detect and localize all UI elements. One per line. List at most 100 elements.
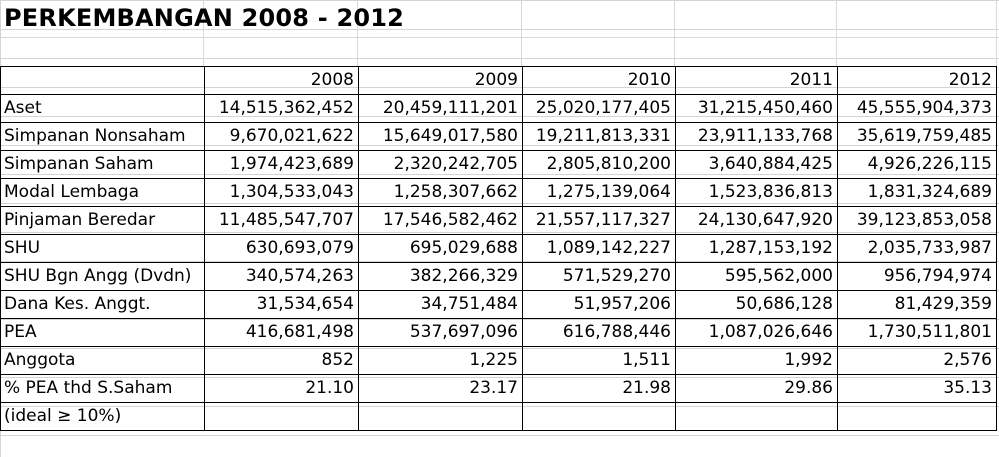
value-cell[interactable]: 51,957,206 (522, 290, 676, 319)
year-header-cell[interactable]: 2010 (522, 66, 676, 95)
value-cell[interactable] (204, 402, 359, 431)
value-cell[interactable]: 39,123,853,058 (837, 206, 997, 235)
row-label-cell[interactable]: Pinjaman Beredar (0, 206, 205, 235)
value-cell[interactable]: 630,693,079 (204, 234, 359, 263)
value-cell[interactable]: 31,215,450,460 (675, 94, 838, 123)
grid-line (521, 0, 522, 66)
row-label-cell[interactable]: SHU Bgn Angg (Dvdn) (0, 262, 205, 291)
grid-line (0, 37, 999, 38)
grid-line (674, 0, 675, 66)
table-row: Simpanan Nonsaham 9,670,021,622 15,649,017… (0, 122, 997, 151)
value-cell[interactable]: 3,640,884,425 (675, 150, 838, 179)
row-label-cell[interactable]: Simpanan Nonsaham (0, 122, 205, 151)
value-cell[interactable]: 1,304,533,043 (204, 178, 359, 207)
value-cell[interactable]: 9,670,021,622 (204, 122, 359, 151)
sheet-title: PERKEMBANGAN 2008 - 2012 (4, 4, 405, 32)
value-cell[interactable]: 1,087,026,646 (675, 318, 838, 347)
year-header-cell[interactable]: 2011 (675, 66, 838, 95)
row-label-cell[interactable]: (ideal ≥ 10%) (0, 402, 205, 431)
table-row: SHU 630,693,079 695,029,688 1,089,142,227 1,… (0, 234, 997, 263)
row-label-cell[interactable]: Simpanan Saham (0, 150, 205, 179)
value-cell[interactable]: 340,574,263 (204, 262, 359, 291)
value-cell[interactable]: 29.86 (675, 374, 838, 403)
table-row: (ideal ≥ 10%) (0, 402, 997, 431)
value-cell[interactable]: 14,515,362,452 (204, 94, 359, 123)
value-cell[interactable]: 1,730,511,801 (837, 318, 997, 347)
row-label-cell[interactable]: Anggota (0, 346, 205, 375)
row-label-cell[interactable]: PEA (0, 318, 205, 347)
value-cell[interactable]: 11,485,547,707 (204, 206, 359, 235)
table-row: Aset 14,515,362,452 20,459,111,201 25,020,1… (0, 94, 997, 123)
value-cell[interactable]: 956,794,974 (837, 262, 997, 291)
value-cell[interactable]: 1,275,139,064 (522, 178, 676, 207)
header-row: 2008 2009 2010 2011 2012 (0, 66, 997, 95)
value-cell[interactable]: 2,805,810,200 (522, 150, 676, 179)
value-cell[interactable]: 1,974,423,689 (204, 150, 359, 179)
value-cell[interactable]: 4,926,226,115 (837, 150, 997, 179)
table-row: Simpanan Saham 1,974,423,689 2,320,242,705… (0, 150, 997, 179)
grid-line (996, 0, 997, 66)
table-row: PEA 416,681,498 537,697,096 616,788,446 1,08… (0, 318, 997, 347)
value-cell[interactable]: 1,523,836,813 (675, 178, 838, 207)
value-cell[interactable]: 21.98 (522, 374, 676, 403)
value-cell[interactable]: 15,649,017,580 (358, 122, 523, 151)
value-cell[interactable]: 35,619,759,485 (837, 122, 997, 151)
value-cell[interactable] (675, 402, 838, 431)
value-cell[interactable]: 1,992 (675, 346, 838, 375)
value-cell[interactable]: 24,130,647,920 (675, 206, 838, 235)
value-cell[interactable]: 416,681,498 (204, 318, 359, 347)
value-cell[interactable]: 19,211,813,331 (522, 122, 676, 151)
value-cell[interactable]: 1,287,153,192 (675, 234, 838, 263)
value-cell[interactable]: 1,831,324,689 (837, 178, 997, 207)
value-cell[interactable]: 1,089,142,227 (522, 234, 676, 263)
table-row: Anggota 852 1,225 1,511 1,992 2,576 (0, 346, 997, 375)
grid-line (203, 0, 204, 66)
header-corner-cell[interactable] (0, 66, 205, 95)
row-label-cell[interactable]: Modal Lembaga (0, 178, 205, 207)
value-cell[interactable]: 50,686,128 (675, 290, 838, 319)
value-cell[interactable]: 382,266,329 (358, 262, 523, 291)
value-cell[interactable]: 45,555,904,373 (837, 94, 997, 123)
value-cell[interactable]: 1,258,307,662 (358, 178, 523, 207)
year-header-cell[interactable]: 2008 (204, 66, 359, 95)
value-cell[interactable]: 2,576 (837, 346, 997, 375)
value-cell[interactable]: 34,751,484 (358, 290, 523, 319)
value-cell[interactable]: 595,562,000 (675, 262, 838, 291)
table-row: Pinjaman Beredar 11,485,547,707 17,546,582… (0, 206, 997, 235)
value-cell[interactable]: 35.13 (837, 374, 997, 403)
grid-line (836, 0, 837, 66)
value-cell[interactable]: 21,557,117,327 (522, 206, 676, 235)
value-cell[interactable]: 2,035,733,987 (837, 234, 997, 263)
value-cell[interactable]: 17,546,582,462 (358, 206, 523, 235)
value-cell[interactable] (837, 402, 997, 431)
value-cell[interactable]: 695,029,688 (358, 234, 523, 263)
year-header-cell[interactable]: 2012 (837, 66, 997, 95)
value-cell[interactable]: 1,225 (358, 346, 523, 375)
row-label-cell[interactable]: Dana Kes. Anggt. (0, 290, 205, 319)
value-cell[interactable]: 31,534,654 (204, 290, 359, 319)
value-cell[interactable]: 571,529,270 (522, 262, 676, 291)
value-cell[interactable]: 20,459,111,201 (358, 94, 523, 123)
data-table: 2008 2009 2010 2011 2012 Aset 14,515,362,452 20… (0, 66, 997, 431)
value-cell[interactable]: 852 (204, 346, 359, 375)
value-cell[interactable]: 2,320,242,705 (358, 150, 523, 179)
value-cell[interactable]: 616,788,446 (522, 318, 676, 347)
value-cell[interactable]: 537,697,096 (358, 318, 523, 347)
table-row: SHU Bgn Angg (Dvdn) 340,574,263 382,266,32… (0, 262, 997, 291)
value-cell[interactable]: 23,911,133,768 (675, 122, 838, 151)
row-label-cell[interactable]: % PEA thd S.Saham (0, 374, 205, 403)
value-cell[interactable]: 21.10 (204, 374, 359, 403)
value-cell[interactable] (522, 402, 676, 431)
grid-line (357, 0, 358, 66)
row-label-cell[interactable]: SHU (0, 234, 205, 263)
table-row: Dana Kes. Anggt. 31,534,654 34,751,484 51,9… (0, 290, 997, 319)
table-row: Modal Lembaga 1,304,533,043 1,258,307,662 1… (0, 178, 997, 207)
year-header-cell[interactable]: 2009 (358, 66, 523, 95)
value-cell[interactable]: 25,020,177,405 (522, 94, 676, 123)
value-cell[interactable]: 23.17 (358, 374, 523, 403)
value-cell[interactable]: 81,429,359 (837, 290, 997, 319)
row-label-cell[interactable]: Aset (0, 94, 205, 123)
value-cell[interactable] (358, 402, 523, 431)
value-cell[interactable]: 1,511 (522, 346, 676, 375)
